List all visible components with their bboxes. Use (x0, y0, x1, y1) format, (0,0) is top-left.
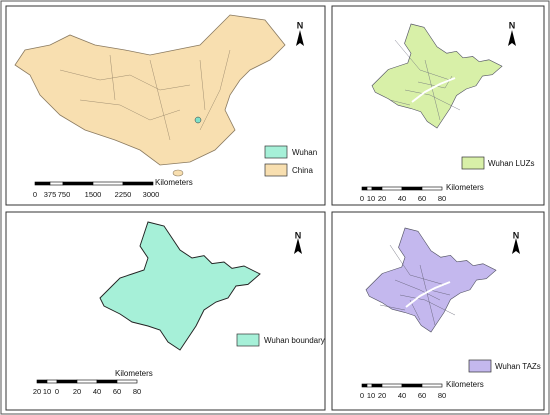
scale-label: 20 (378, 194, 386, 203)
scale-label: 20 (73, 387, 81, 396)
scale-label: 80 (438, 391, 446, 400)
north-label: N (295, 230, 302, 240)
north-label: N (297, 20, 304, 30)
scale-unit: Kilometers (446, 380, 484, 389)
legend-label: Wuhan LUZs (488, 159, 535, 168)
legend-swatch (468, 359, 492, 373)
scale-label: 750 (58, 190, 71, 199)
scale-label: 0 (360, 194, 364, 203)
hainan (172, 169, 184, 177)
scale-bar (361, 383, 443, 388)
scale-label: 60 (113, 387, 121, 396)
scale-label: 2250 (115, 190, 132, 199)
scale-label: 60 (418, 391, 426, 400)
scale-bar (34, 181, 154, 186)
legend-swatch (461, 156, 485, 170)
scale-label: 375 (44, 190, 57, 199)
scale-label: 80 (133, 387, 141, 396)
scale-label: 0 (33, 190, 37, 199)
scale-label: 10 (367, 194, 375, 203)
wuhan-location (194, 116, 202, 124)
scale-label: 0 (360, 391, 364, 400)
river (411, 77, 456, 103)
legend-label: Wuhan (292, 148, 317, 157)
scale-label: 80 (438, 194, 446, 203)
scale-label: 1500 (85, 190, 102, 199)
legend-label: Wuhan boundary (264, 336, 325, 345)
legend-label: China (292, 166, 313, 175)
scale-label: 10 (367, 391, 375, 400)
scale-label: 20 (33, 387, 41, 396)
legend-swatch (264, 163, 288, 177)
scale-label: 3000 (143, 190, 160, 199)
river (405, 281, 451, 308)
legend-label: Wuhan TAZs (495, 362, 541, 371)
north-label: N (513, 230, 520, 240)
north-label: N (509, 20, 516, 30)
scale-unit: Kilometers (115, 369, 153, 378)
scale-bar (36, 379, 138, 384)
china-map (14, 14, 286, 166)
scale-unit: Kilometers (155, 178, 193, 187)
legend-swatch (264, 145, 288, 159)
taz-lines (379, 244, 456, 326)
scale-label: 0 (55, 387, 59, 396)
scale-unit: Kilometers (446, 183, 484, 192)
scale-label: 40 (93, 387, 101, 396)
province-lines (59, 49, 231, 141)
luz-lines (389, 39, 461, 121)
scale-label: 20 (378, 391, 386, 400)
scale-bar (361, 186, 443, 191)
scale-label: 40 (398, 391, 406, 400)
legend-swatch (236, 333, 260, 347)
scale-label: 60 (418, 194, 426, 203)
scale-label: 40 (398, 194, 406, 203)
scale-label: 10 (43, 387, 51, 396)
